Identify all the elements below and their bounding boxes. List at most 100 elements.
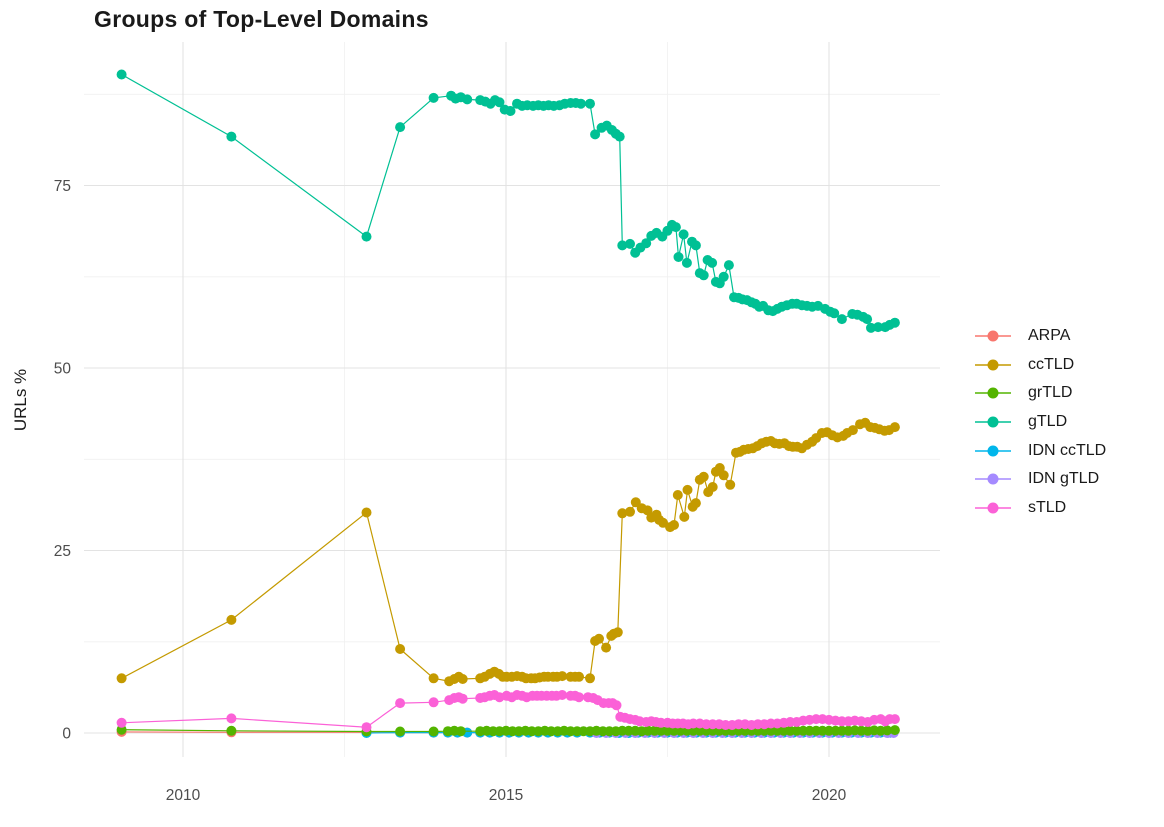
data-point <box>557 690 568 700</box>
legend-key-dot <box>987 445 999 457</box>
x-tick-label: 2010 <box>166 787 201 804</box>
legend-key-dot <box>987 387 999 399</box>
legend-key-icon <box>975 358 1011 372</box>
legend-item-stld: sTLD <box>975 494 1106 523</box>
data-point <box>678 229 689 240</box>
y-tick-label: 0 <box>62 726 71 743</box>
legend-key-icon <box>975 329 1011 343</box>
legend-item-cctld: ccTLD <box>975 351 1106 380</box>
legend-key-icon <box>975 501 1011 515</box>
data-point <box>882 725 893 736</box>
data-point <box>669 520 679 530</box>
data-point <box>690 498 701 509</box>
legend-label: gTLD <box>1028 413 1068 431</box>
data-point <box>682 484 693 495</box>
y-tick-label: 50 <box>54 361 72 378</box>
data-point <box>611 700 622 711</box>
data-point <box>226 614 237 625</box>
legend-label: IDN gTLD <box>1028 470 1100 488</box>
data-point <box>889 714 900 725</box>
data-point <box>116 69 127 80</box>
legend-item-gtld: gTLD <box>975 408 1106 437</box>
chart-title: Groups of Top-Level Domains <box>94 6 429 32</box>
x-tick-label: 2020 <box>812 787 847 804</box>
data-point <box>617 240 628 251</box>
data-point <box>690 240 701 251</box>
data-point <box>698 471 709 482</box>
data-point <box>428 92 439 103</box>
data-point <box>457 674 468 684</box>
data-point <box>428 673 439 684</box>
y-tick-label: 25 <box>54 543 71 560</box>
data-point <box>836 314 847 325</box>
data-point <box>361 231 372 242</box>
y-tick-label: 75 <box>54 178 71 195</box>
data-point <box>641 238 652 249</box>
legend-label: grTLD <box>1028 384 1073 402</box>
legend-item-arpa: ARPA <box>975 322 1106 351</box>
data-point <box>574 671 584 682</box>
data-point <box>681 257 692 268</box>
data-point <box>829 308 840 319</box>
legend-key-dot <box>987 359 999 371</box>
legend-label: IDN ccTLD <box>1028 441 1107 459</box>
data-point <box>617 508 628 519</box>
series-line <box>121 422 896 682</box>
data-point <box>395 698 406 709</box>
data-point <box>428 697 439 708</box>
data-point <box>395 122 406 133</box>
data-point <box>585 98 595 109</box>
data-point <box>457 693 468 704</box>
legend-key-dot <box>987 502 999 514</box>
data-point <box>116 724 127 735</box>
legend-key-dot <box>987 473 999 485</box>
data-point <box>505 106 516 116</box>
data-point <box>673 252 684 262</box>
data-point <box>679 511 690 522</box>
data-point <box>226 131 237 142</box>
legend-key-icon <box>975 386 1011 400</box>
legend-key-dot <box>987 416 999 428</box>
data-point <box>889 725 900 736</box>
legend: ARPA ccTLD grTLD gTLD IDN ccTLD IDN gTLD sTLD <box>975 322 1106 522</box>
data-point <box>575 98 586 109</box>
legend-key-icon <box>975 472 1011 486</box>
data-point <box>361 507 372 518</box>
data-point <box>889 422 900 433</box>
data-point <box>428 726 439 737</box>
data-point <box>226 713 237 724</box>
legend-label: ccTLD <box>1028 355 1075 373</box>
data-point <box>116 717 127 728</box>
data-point <box>672 490 683 500</box>
data-point <box>698 270 709 281</box>
data-point <box>718 470 729 481</box>
data-point <box>612 627 623 638</box>
data-point <box>226 725 237 736</box>
legend-key-icon <box>975 444 1011 458</box>
legend-label: ARPA <box>1028 327 1071 345</box>
data-point <box>707 482 718 492</box>
data-point <box>557 671 568 682</box>
data-point <box>847 425 858 436</box>
legend-item-grtld: grTLD <box>975 379 1106 408</box>
data-point <box>601 642 612 653</box>
data-point <box>670 222 681 233</box>
legend-key-icon <box>975 415 1011 429</box>
legend-item-idn-gtld: IDN gTLD <box>975 465 1106 494</box>
data-point <box>725 479 736 490</box>
legend-key-dot <box>987 330 999 342</box>
data-point <box>614 131 625 142</box>
series-gTLD <box>116 69 900 333</box>
data-point <box>590 129 601 140</box>
data-point <box>116 673 127 684</box>
data-point <box>574 692 584 703</box>
data-point <box>494 97 505 108</box>
legend-item-idn-cctld: IDN ccTLD <box>975 436 1106 465</box>
data-point <box>873 322 884 333</box>
data-point <box>585 673 595 684</box>
data-point <box>707 257 718 268</box>
data-point <box>594 633 604 644</box>
series-ccTLD <box>116 417 900 687</box>
